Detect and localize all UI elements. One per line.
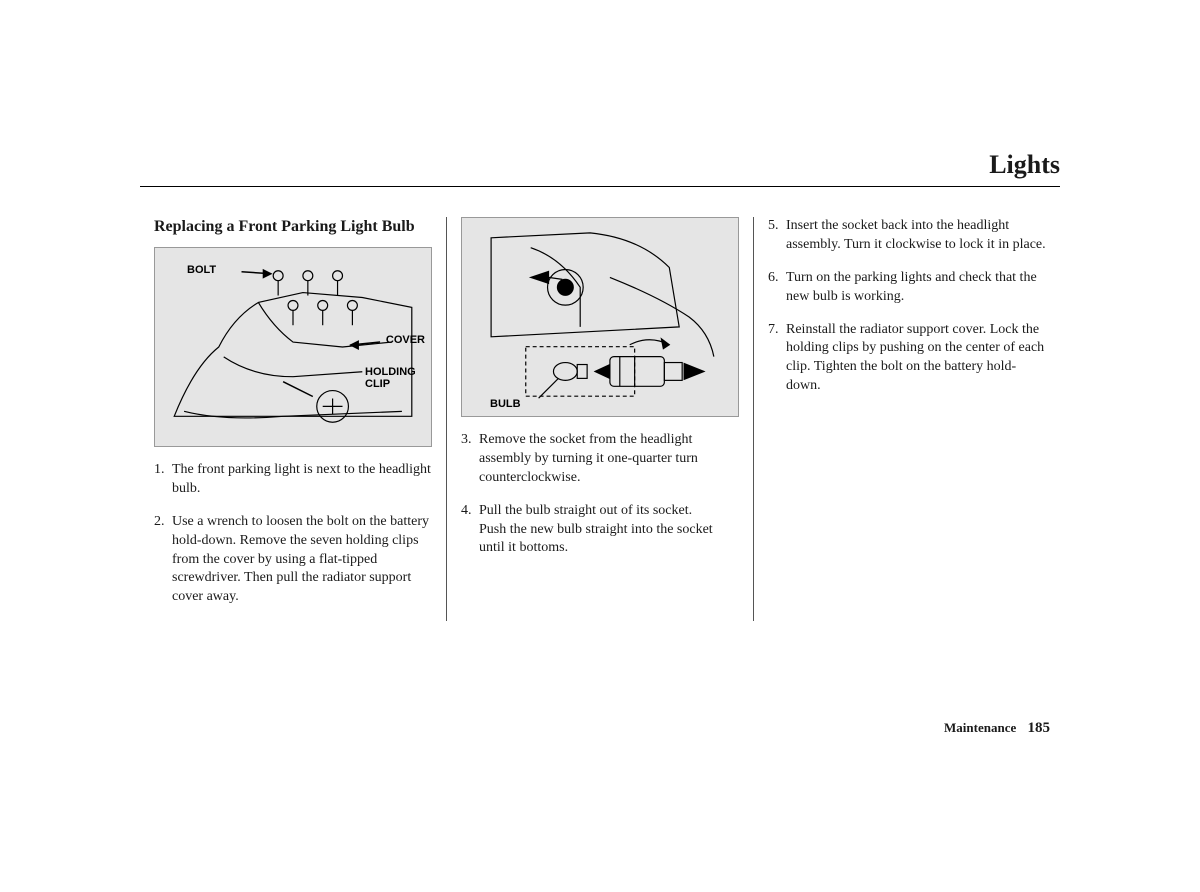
step-item: 3. Remove the socket from the headlight … [461,431,739,488]
step-number: 2. [154,513,172,607]
step-text: Reinstall the radiator support cover. Lo… [786,321,1046,397]
step-item: 4. Pull the bulb straight out of its soc… [461,502,739,559]
step-number: 1. [154,461,172,499]
step-item: 6. Turn on the parking lights and check … [768,269,1046,307]
column-3: 5. Insert the socket back into the headl… [754,217,1060,621]
column-1: Replacing a Front Parking Light Bulb [140,217,447,621]
figure-label-bolt: BOLT [187,264,216,276]
footer-section-label: Maintenance [944,720,1016,735]
page-footer: Maintenance 185 [944,720,1050,737]
manual-page: Lights Replacing a Front Parking Light B… [140,150,1060,621]
step-number: 5. [768,217,786,255]
step-text: Pull the bulb straight out of its socket… [479,502,739,559]
figure-1-svg [155,248,431,446]
figure-1: BOLT COVER HOLDING CLIP [154,247,432,447]
step-text: Turn on the parking lights and check tha… [786,269,1046,307]
step-number: 4. [461,502,479,559]
step-number: 6. [768,269,786,307]
figure-label-bulb: BULB [490,398,521,410]
step-item: 2. Use a wrench to loosen the bolt on th… [154,513,432,607]
step-number: 7. [768,321,786,397]
step-item: 7. Reinstall the radiator support cover.… [768,321,1046,397]
figure-2: BULB [461,217,739,417]
step-item: 5. Insert the socket back into the headl… [768,217,1046,255]
step-item: 1. The front parking light is next to th… [154,461,432,499]
page-title: Lights [140,150,1060,187]
figure-label-cover: COVER [386,334,425,346]
footer-page-number: 185 [1028,720,1051,736]
column-2: BULB 3. Remove the socket from the headl… [447,217,754,621]
steps-list-3: 5. Insert the socket back into the headl… [768,217,1046,396]
step-text: The front parking light is next to the h… [172,461,432,499]
step-text: Insert the socket back into the headligh… [786,217,1046,255]
content-columns: Replacing a Front Parking Light Bulb [140,217,1060,621]
steps-list-1: 1. The front parking light is next to th… [154,461,432,607]
steps-list-2: 3. Remove the socket from the headlight … [461,431,739,558]
step-text: Remove the socket from the headlight ass… [479,431,739,488]
figure-2-svg [462,218,738,416]
section-subheading: Replacing a Front Parking Light Bulb [154,217,432,237]
figure-label-holding-clip: HOLDING CLIP [365,366,425,390]
step-text: Use a wrench to loosen the bolt on the b… [172,513,432,607]
step-number: 3. [461,431,479,488]
